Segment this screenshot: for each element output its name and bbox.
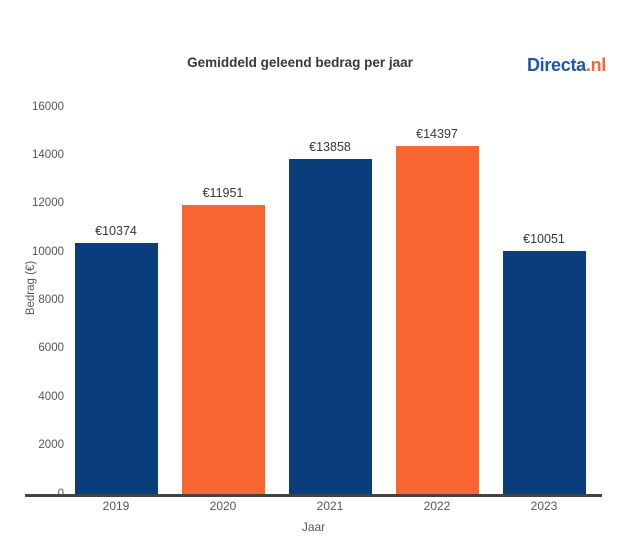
bar-2022 — [395, 145, 479, 494]
bar-value-label: €10051 — [523, 231, 565, 246]
bar-value-label: €14397 — [416, 126, 458, 141]
x-tick-label: 2021 — [316, 499, 344, 513]
bar-2021 — [288, 158, 372, 494]
y-tick-label: 16000 — [32, 100, 64, 113]
y-tick-label: 0 — [0, 487, 64, 502]
x-tick-label: 2022 — [423, 499, 451, 513]
bar-2023 — [502, 250, 586, 494]
bar-value-label: €11951 — [202, 185, 244, 200]
directa-logo: Directa.nl — [527, 55, 606, 76]
x-tick-label: 2023 — [530, 499, 558, 513]
x-tick-label: 2020 — [209, 499, 237, 513]
x-axis-line — [25, 494, 602, 497]
y-tick-label: 4000 — [38, 390, 64, 403]
bar-value-label: €10374 — [95, 224, 137, 239]
y-tick-label: 10000 — [32, 245, 64, 258]
bar-value-label: €13858 — [309, 139, 351, 154]
bar-2019 — [74, 243, 158, 494]
y-tick-label: 6000 — [38, 342, 64, 355]
y-tick-label: 12000 — [32, 197, 64, 210]
x-tick-label: 2019 — [102, 499, 130, 513]
logo-suffix-text: .nl — [585, 55, 606, 75]
bar-2020 — [181, 204, 265, 494]
y-tick-label: 14000 — [32, 148, 64, 161]
chart-title: Gemiddeld geleend bedrag per jaar — [187, 55, 413, 70]
x-axis-title: Jaar — [301, 520, 326, 534]
logo-primary-text: Directa — [526, 55, 586, 75]
y-tick-label: 2000 — [38, 439, 64, 452]
y-tick-label: 8000 — [38, 294, 64, 306]
